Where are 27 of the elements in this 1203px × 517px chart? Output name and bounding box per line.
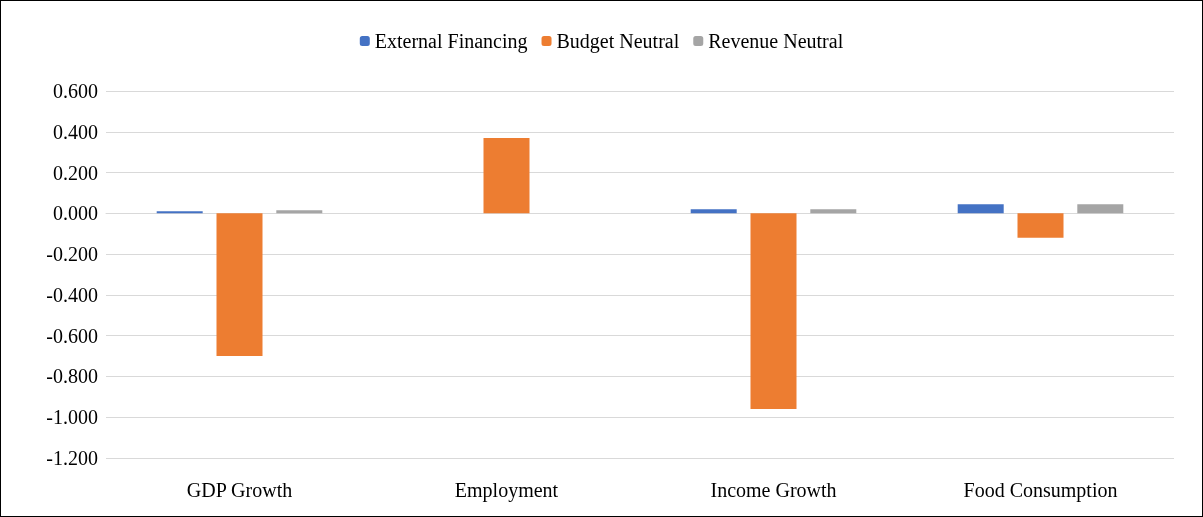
y-tick-label: -1.000	[46, 406, 98, 429]
y-tick-label: 0.000	[53, 202, 98, 225]
legend-label: External Financing	[374, 30, 528, 53]
y-tick-label: -0.400	[46, 283, 98, 306]
bar	[810, 209, 857, 214]
y-tick-label: 0.600	[53, 80, 98, 102]
x-tick-label: Income Growth	[710, 479, 837, 501]
x-tick-label: Employment	[454, 479, 559, 502]
y-tick-label: -0.600	[46, 324, 98, 347]
bar	[690, 209, 737, 214]
legend-label: Revenue Neutral	[708, 30, 844, 52]
x-tick-label: GDP Growth	[186, 479, 293, 501]
y-tick-label: -1.200	[46, 447, 98, 469]
y-tick-label: 0.200	[53, 161, 98, 184]
legend-label: Budget Neutral	[556, 30, 680, 53]
y-tick-label: -0.800	[46, 365, 98, 388]
bar	[1017, 213, 1064, 238]
bar	[750, 213, 797, 410]
x-tick-label: Food Consumption	[963, 479, 1118, 502]
bar	[957, 204, 1004, 214]
bar	[276, 210, 323, 214]
bar	[156, 211, 203, 214]
bar	[483, 137, 530, 214]
bar	[1077, 204, 1124, 214]
bar	[216, 213, 263, 357]
y-tick-label: -0.200	[46, 243, 98, 266]
y-tick-label: 0.400	[53, 120, 98, 143]
